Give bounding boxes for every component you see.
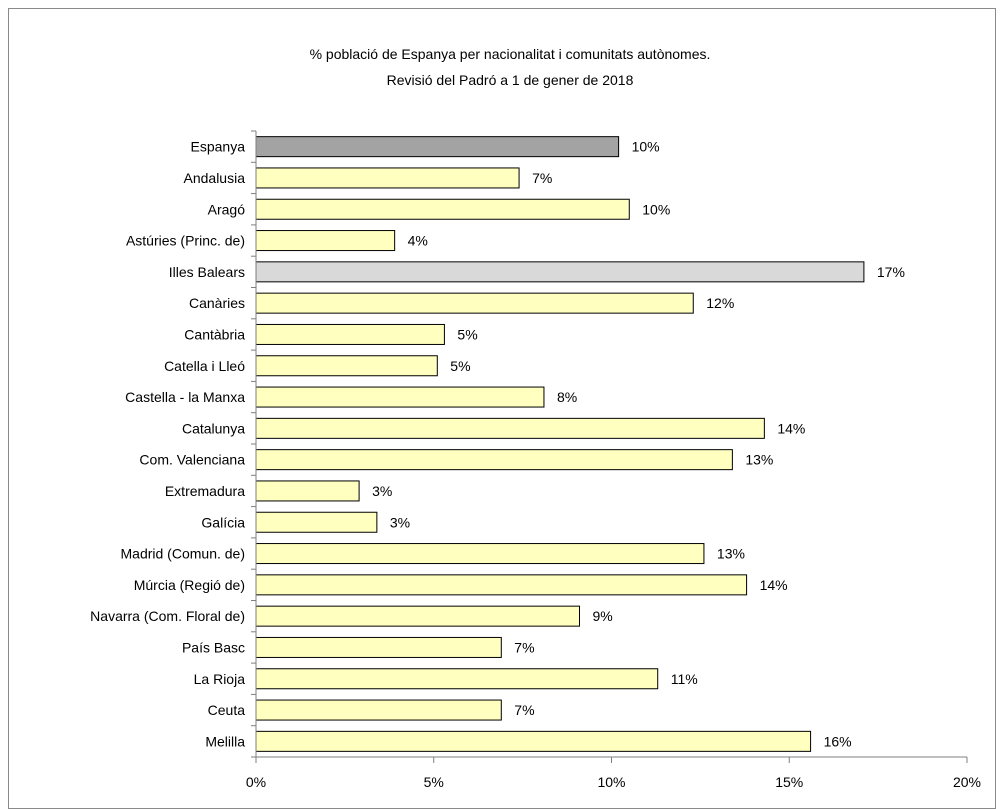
data-label: 3% [390,514,410,530]
axis-layer: Espanya Andalusia Aragó Astúries (Princ. de… [90,130,981,790]
category-label: Navarra (Com. Floral de) [90,608,245,624]
bars-layer: 10%7%10%4%17%12%5%5%8%14%13%3%3%13%14%9%… [255,136,905,752]
data-label: 10% [632,139,660,155]
data-label: 9% [593,608,613,624]
bar [255,198,630,220]
bar [255,136,620,158]
x-tick-label: 10% [597,774,625,790]
bar [255,730,812,752]
bar [255,261,865,283]
data-label: 3% [372,483,392,499]
bar [255,355,438,377]
bar [255,449,733,471]
category-label: Canàries [189,295,245,311]
chart-subtitle: Revisió del Padró a 1 de gener de 2018 [387,72,634,88]
data-label: 7% [514,639,534,655]
bar [255,668,659,690]
data-label: 5% [450,358,470,374]
bar [255,230,396,252]
category-label: Cantàbria [184,326,245,342]
bar [255,543,705,565]
category-label: Astúries (Princ. de) [126,233,245,249]
bar [255,323,445,345]
bar [255,699,502,721]
data-label: 17% [877,264,905,280]
data-label: 11% [671,671,698,687]
data-label: 12% [706,295,734,311]
data-label: 4% [408,233,428,249]
category-label: Extremadura [165,483,245,499]
data-label: 13% [717,546,745,562]
bar [255,167,520,189]
data-label: 7% [514,702,534,718]
x-tick-label: 15% [775,774,803,790]
data-label: 13% [745,452,773,468]
category-label: Castella - la Manxa [125,389,245,405]
data-label: 5% [457,326,477,342]
bar [255,511,378,533]
category-label: La Rioja [194,671,246,687]
category-label: Com. Valenciana [139,452,245,468]
bar [255,417,765,439]
x-tick-label: 0% [246,774,266,790]
bar [255,574,748,596]
chart-title: % població de Espanya per nacionalitat i… [310,46,711,62]
category-label: Illes Balears [169,264,245,280]
bar [255,480,360,502]
category-label: País Basc [182,639,245,655]
category-label: Múrcia (Regió de) [134,577,245,593]
data-label: 8% [557,389,577,405]
x-tick-label: 20% [953,774,981,790]
bar [255,292,694,314]
data-label: 10% [642,201,670,217]
bar [255,386,545,408]
category-label: Aragó [208,201,246,217]
category-label: Ceuta [208,702,246,718]
x-tick-label: 5% [424,774,444,790]
category-label: Galícia [201,514,245,530]
bar [255,636,502,658]
category-label: Madrid (Comun. de) [121,546,246,562]
category-label: Catella i Lleó [164,358,245,374]
data-label: 14% [760,577,788,593]
bar [255,605,581,627]
category-label: Catalunya [182,420,245,436]
category-label: Melilla [205,733,245,749]
data-label: 7% [532,170,552,186]
data-label: 14% [777,420,805,436]
category-label: Andalusia [184,170,246,186]
category-label: Espanya [191,139,246,155]
data-label: 16% [824,733,852,749]
